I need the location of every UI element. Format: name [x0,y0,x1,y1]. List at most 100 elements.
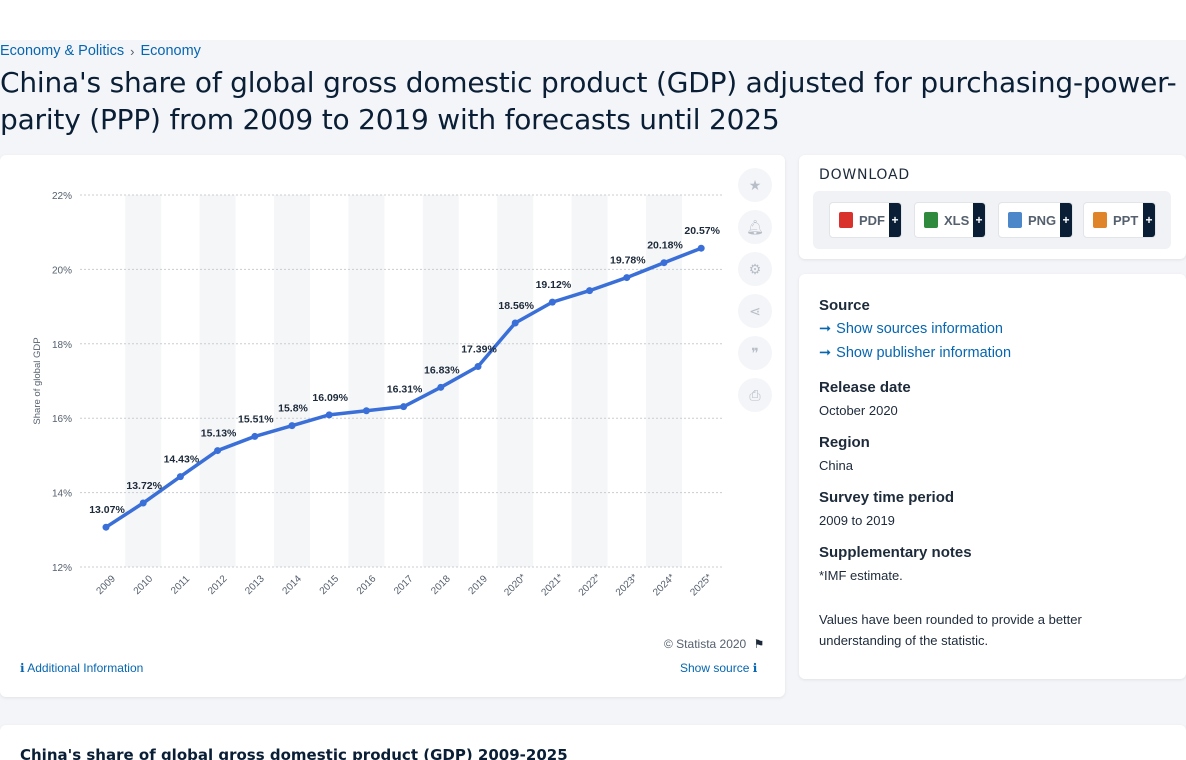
data-label: 16.09% [312,392,348,404]
download-title: DOWNLOAD [819,167,910,183]
release-date-label: Release date [819,379,911,396]
column-band [571,195,608,567]
png-file-icon [1008,212,1022,228]
release-date-value: October 2020 [819,403,898,418]
x-tick-label: 2013 [243,573,267,597]
bottom-card [0,725,1186,760]
info-icon: ℹ [20,661,25,675]
y-tick-label: 22% [52,191,72,202]
data-point [251,432,259,440]
x-tick-label: 2023* [614,572,640,598]
png-label: PNG [1028,212,1057,228]
x-tick-label: 2009 [94,573,118,597]
show-source-label: Show source [680,661,750,675]
data-point [139,499,147,507]
breadcrumb-economy[interactable]: Economy [140,43,201,59]
column-band [274,195,310,567]
gear-icon[interactable]: ⚙ [738,252,772,286]
data-point [102,523,110,531]
additional-information-label: Additional Information [27,661,144,675]
supplementary-note-rounding: Values have been rounded to provide a be… [819,612,1082,648]
x-tick-label: 2012 [206,573,230,597]
credit-text: © Statista 2020 [664,637,747,651]
show-sources-label: Show sources information [836,321,1003,337]
data-label: 13.07% [89,504,125,516]
plus-icon: + [889,203,901,237]
x-tick-label: 2015 [318,573,342,597]
column-band [199,195,236,567]
y-tick-label: 16% [52,414,72,425]
additional-information-link[interactable]: ℹ Additional Information [20,661,143,675]
x-tick-label: 2022* [577,572,603,598]
download-xls-button[interactable]: XLS + [914,202,986,238]
show-publisher-link[interactable]: ➞ Show publisher information [819,345,1011,361]
data-label: 15.8% [278,403,308,415]
data-point [660,259,668,267]
region-label: Region [819,434,870,451]
data-point [474,362,482,370]
data-point [176,473,184,481]
show-source-link[interactable]: Show source ℹ [680,661,757,675]
data-point [288,422,296,430]
data-point [325,411,333,419]
x-tick-label: 2019 [466,573,490,597]
pdf-file-icon [839,212,853,228]
supplementary-notes-label: Supplementary notes [819,544,972,561]
plus-icon: + [973,203,985,237]
data-label: 19.78% [610,255,646,267]
data-point [214,447,222,455]
info-icon: ℹ [752,661,758,675]
breadcrumb-separator: › [130,43,135,59]
top-bar [0,0,1186,40]
chart: 12% 14% 16% 18% 20% 22% Share of global GDP 200… [32,191,722,598]
xls-file-icon [924,212,938,228]
survey-period-label: Survey time period [819,489,955,506]
show-publisher-label: Show publisher information [836,345,1012,361]
x-tick-label: 2025* [688,572,714,598]
share-icon[interactable]: ⋖ [738,294,772,328]
plus-icon: + [1060,203,1072,237]
download-png-button[interactable]: PNG + [998,202,1073,238]
arrow-right-icon: ➞ [819,321,832,337]
y-tick-label: 18% [52,340,72,351]
arrow-right-icon: ➞ [819,345,832,361]
plus-icon: + [1143,203,1155,237]
data-label: 14.43% [164,454,200,466]
y-tick-label: 20% [52,265,72,276]
data-label: 19.12% [536,279,572,291]
bottom-section-title: China's share of global gross domestic p… [20,746,568,760]
info-card [799,274,1186,679]
show-sources-link[interactable]: ➞ Show sources information [819,321,1003,337]
x-tick-label: 2016 [355,573,379,597]
pdf-label: PDF [859,212,885,228]
data-label: 20.57% [684,225,720,237]
x-tick-label: 2017 [392,573,416,597]
data-label: 15.13% [201,428,237,440]
column-band [497,195,534,567]
ppt-label: PPT [1113,212,1139,228]
data-label: 15.51% [238,413,274,425]
data-point [548,298,556,306]
page-title: China's share of global gross domestic p… [0,66,1177,136]
region-value: China [819,458,853,473]
breadcrumb-economy-politics[interactable]: Economy & Politics [0,43,125,59]
y-tick-label: 12% [52,563,72,574]
x-tick-label: 2018 [429,573,453,597]
statista-credit[interactable]: © Statista 2020 ⚑ [664,637,764,651]
data-point [511,319,519,327]
print-icon[interactable]: ⎙ [738,378,772,412]
x-tick-label: 2024* [651,572,677,598]
data-label: 13.72% [126,480,162,492]
data-label: 17.39% [461,343,497,355]
download-ppt-button[interactable]: PPT + [1083,202,1156,238]
ppt-file-icon [1093,212,1107,228]
data-point [623,274,631,282]
xls-label: XLS [944,212,970,228]
y-axis-label: Share of global GDP [32,337,43,424]
favorite-star-icon[interactable]: ★ [738,168,772,202]
bell-icon[interactable]: 🔔︎ [738,210,772,244]
data-point [437,383,445,391]
data-point [400,403,408,411]
quote-icon[interactable]: ❞ [738,336,772,370]
download-pdf-button[interactable]: PDF + [829,202,902,238]
